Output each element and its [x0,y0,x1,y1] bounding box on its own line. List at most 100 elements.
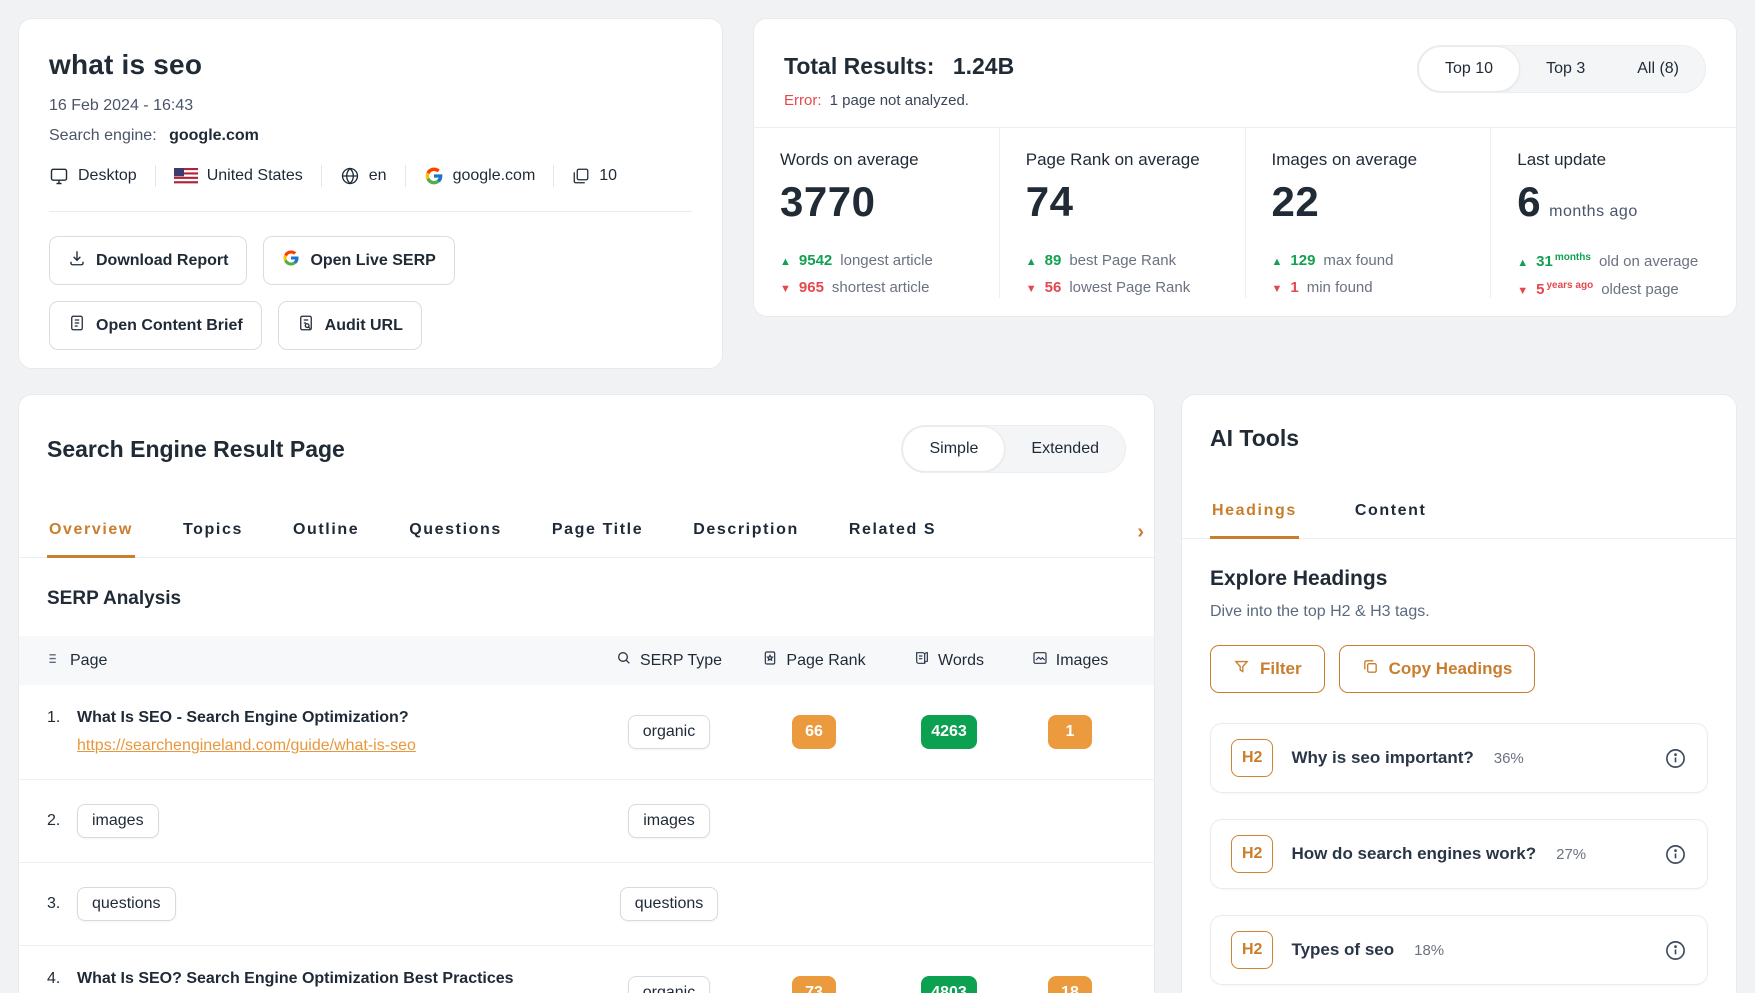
serp-type-cell: images [594,804,744,838]
stat-page-rank: Page Rank on average 74 ▲ 89 best Page R… [1000,128,1246,298]
table-row: 2. images images [19,780,1154,863]
stat-up-value: 89 [1044,252,1062,269]
total-results-label: Total Results: [784,53,935,79]
h2-badge: H2 [1231,931,1274,969]
meta-results-count-label: 10 [599,167,618,184]
meta-language-label: en [368,167,387,184]
words-badge: 4263 [921,715,977,749]
download-icon [68,249,86,272]
query-card: what is seo 16 Feb 2024 - 16:43 Search e… [18,18,723,369]
toggle-top-3[interactable]: Top 3 [1520,47,1611,91]
serp-head: Search Engine Result Page Simple Extende… [19,425,1154,473]
meta-language: en [340,166,387,186]
stat-up-label: best Page Rank [1069,252,1177,269]
tab-content[interactable]: Content [1353,486,1429,538]
stat-down-label: oldest page [1601,281,1679,298]
toggle-simple[interactable]: Simple [902,426,1006,472]
stat-label: Page Rank on average [1025,150,1200,169]
copy-headings-button[interactable]: Copy Headings [1338,645,1536,693]
stat-up-sup: months [1554,252,1591,263]
tabs-scroll-right-icon[interactable]: › [1137,521,1144,543]
row-number: 2. [47,812,61,829]
meta-country: United States [173,167,303,185]
words-icon [914,650,930,671]
table-row: 1. What Is SEO - Search Engine Optimizat… [19,685,1154,780]
total-results-value: 1.24B [952,53,1015,79]
stat-value: 74 [1025,178,1074,225]
search-icon [616,650,632,671]
filter-button[interactable]: Filter [1210,645,1325,693]
stat-down-line: ▼ 5 years ago oldest page [1517,280,1710,298]
query-title: what is seo [49,49,203,80]
up-arrow-icon: ▲ [780,256,791,268]
explore-headings-title: Explore Headings [1210,567,1388,590]
page-cell: 3. questions [47,887,594,921]
list-item: H2 How do search engines work? 27% [1210,819,1708,889]
divider [320,165,322,187]
stat-sub: ▲ 31 months old on average ▼ 5 years ago o… [1517,252,1710,298]
error-label: Error: [784,92,822,109]
words-badge: 4803 [921,976,977,993]
info-icon[interactable] [1664,747,1687,770]
search-engine-label: Search engine: [49,127,157,144]
serp-type-cell: organic [594,715,744,749]
explore-headings-subtitle: Dive into the top H2 & H3 tags. [1210,603,1430,620]
divider [754,127,1736,128]
stat-up-value: 31 months [1536,252,1591,270]
tab-overview[interactable]: Overview [47,505,135,558]
tab-questions[interactable]: Questions [407,505,504,557]
words-cell: 4803 [884,976,1014,993]
tab-related-searches[interactable]: Related S [847,505,938,557]
up-arrow-icon: ▲ [1025,256,1037,268]
tab-headings[interactable]: Headings [1210,486,1299,539]
up-arrow-icon: ▲ [1517,257,1529,269]
image-icon [1032,650,1048,671]
meta-search-engine: google.com [424,166,535,186]
info-icon[interactable] [1664,843,1687,866]
h2-badge: H2 [1231,835,1274,873]
toggle-extended[interactable]: Extended [1005,427,1125,471]
stat-down-value: 56 [1044,279,1062,296]
toggle-all[interactable]: All (8) [1611,47,1705,91]
tab-description[interactable]: Description [691,505,801,557]
stat-up-line: ▲ 9542 longest article [780,252,973,269]
stat-last-update: Last update 6 months ago ▲ 31 months old o… [1491,128,1736,298]
list-item: H2 Types of seo 18% [1210,915,1708,985]
h2-badge: H2 [1231,739,1274,777]
tab-topics[interactable]: Topics [181,505,245,557]
page-cell: 4. What Is SEO? Search Engine Optimizati… [47,970,594,993]
open-content-brief-label: Open Content Brief [96,316,243,334]
audit-url-button[interactable]: Audit URL [277,301,422,350]
page-rank-cell: 73 [744,976,884,993]
info-icon[interactable] [1664,939,1687,962]
download-report-label: Download Report [96,251,229,269]
images-cell: 18 [1014,976,1126,993]
images-cell: 1 [1014,715,1126,749]
stat-up-value: 129 [1290,252,1316,269]
ai-tools-card: AI Tools Headings Content Explore Headin… [1181,394,1737,993]
stat-down-label: lowest Page Rank [1069,279,1191,296]
open-live-serp-button[interactable]: Open Live SERP [263,236,455,285]
serp-tabs: Overview Topics Outline Questions Page T… [19,505,1154,558]
tab-outline[interactable]: Outline [291,505,361,557]
download-report-button[interactable]: Download Report [49,236,248,285]
column-page-label: Page [70,651,108,669]
monitor-icon [49,166,69,186]
copy-headings-label: Copy Headings [1388,659,1513,678]
divider [404,165,406,187]
page-cell: 2. images [47,804,594,838]
serp-analysis-title: SERP Analysis [47,588,182,609]
column-page-rank-label: Page Rank [786,651,866,669]
stat-up-line: ▲ 89 best Page Rank [1026,252,1219,269]
result-link[interactable]: https://searchengineland.com/guide/what-… [77,737,416,754]
images-badge: 18 [1048,976,1092,993]
stat-down-label: shortest article [831,279,930,296]
open-content-brief-button[interactable]: Open Content Brief [49,301,262,350]
results-title-wrap: Total Results: 1.24B Error: 1 page not a… [784,45,1014,109]
results-head: Total Results: 1.24B Error: 1 page not a… [784,45,1706,109]
toggle-top-10[interactable]: Top 10 [1418,46,1521,92]
query-actions: Download Report Open Live SERP Open Cont… [49,236,609,350]
tab-page-title[interactable]: Page Title [550,505,645,557]
result-title: What Is SEO? Search Engine Optimization … [77,970,514,987]
